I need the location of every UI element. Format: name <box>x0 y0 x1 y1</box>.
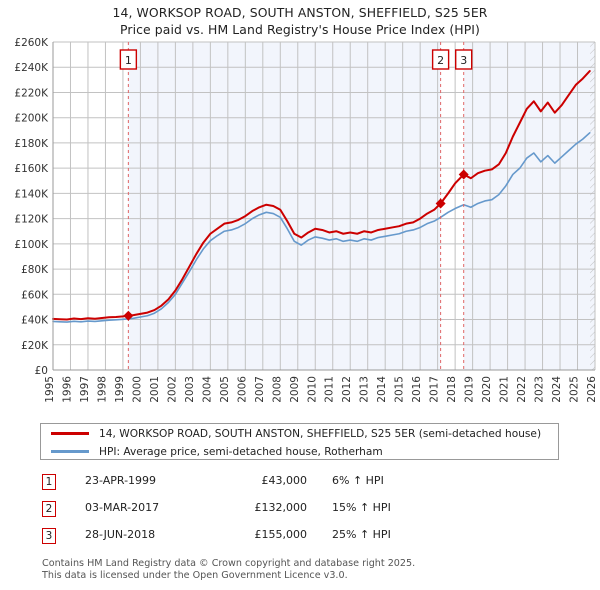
x-axis-labels: 1995 1996 1997 1998 1999 2000 2001 2002 2003 2004… <box>44 376 598 403</box>
x-axis-tick-label: 1998 <box>96 376 108 403</box>
transactions-table: 1 23-APR-1999 £43,000 6% ↑ HPI 2 03-MAR-… <box>42 472 462 553</box>
transaction-marker-diamond <box>458 169 469 180</box>
legend-item-property: 14, WORKSOP ROAD, SOUTH ANSTON, SHEFFIEL… <box>41 425 558 442</box>
y-axis-tick-label: £140K <box>14 188 49 200</box>
annotation-badge-label: 3 <box>460 54 467 67</box>
x-axis-tick-label: 2023 <box>534 376 546 403</box>
y-axis-tick-label: £80K <box>21 264 49 276</box>
x-axis-tick-label: 2010 <box>306 376 318 403</box>
transaction-price: £43,000 <box>261 474 308 487</box>
x-axis-tick-label: 2001 <box>149 376 161 403</box>
x-axis-tick-label: 2022 <box>516 376 528 403</box>
transaction-marker-diamond <box>123 310 134 321</box>
page-title: 14, WORKSOP ROAD, SOUTH ANSTON, SHEFFIEL… <box>0 4 600 38</box>
x-axis-tick-label: 2011 <box>324 376 336 403</box>
annotation-badge-box <box>119 49 138 70</box>
transaction-price: £132,000 <box>254 501 308 514</box>
shaded-span-1 <box>128 42 441 370</box>
legend-label-property: 14, WORKSOP ROAD, SOUTH ANSTON, SHEFFIEL… <box>99 427 542 440</box>
y-axis-tick-label: £40K <box>21 315 49 327</box>
x-axis-tick-label: 2006 <box>236 376 248 403</box>
transaction-index-badge: 1 <box>42 474 56 490</box>
transaction-hpi-delta: 25% ↑ HPI <box>332 528 391 541</box>
x-axis-tick-label: 2018 <box>446 376 458 403</box>
y-axis-tick-label: £180K <box>14 138 49 150</box>
x-axis-tick-label: 1996 <box>61 376 73 403</box>
x-axis-tick-label: 2016 <box>411 376 423 403</box>
y-axis-labels: £0 £20K £40K £60K £80K £100K £120K £140K £160K £1… <box>14 37 49 377</box>
transaction-marker-diamond <box>435 198 446 209</box>
x-axis-tick-label: 2000 <box>131 376 143 403</box>
legend-swatch-property <box>51 432 89 435</box>
annotation-badge-label: 2 <box>437 54 444 67</box>
x-axis-tick-label: 2014 <box>376 376 388 403</box>
x-axis-tick-label: 2005 <box>219 376 231 403</box>
chart-legend: 14, WORKSOP ROAD, SOUTH ANSTON, SHEFFIEL… <box>40 423 559 460</box>
series-line-hpi <box>52 132 591 323</box>
chart-plot: £0 £20K £40K £60K £80K £100K £120K £140K £160K £1… <box>14 37 598 403</box>
table-row: 2 03-MAR-2017 £132,000 15% ↑ HPI <box>42 499 462 526</box>
x-axis-tick-label: 1999 <box>114 376 126 403</box>
footer-attribution: Contains HM Land Registry data © Crown c… <box>42 558 582 581</box>
transaction-index-badge: 2 <box>42 501 56 517</box>
table-row: 3 28-JUN-2018 £155,000 25% ↑ HPI <box>42 526 462 553</box>
x-axis-tick-label: 2025 <box>569 376 581 403</box>
transaction-hpi-delta: 6% ↑ HPI <box>332 474 384 487</box>
x-axis-tick-label: 2020 <box>481 376 493 403</box>
x-axis-tick-label: 2004 <box>201 376 213 403</box>
x-axis-tick-label: 2002 <box>166 376 178 403</box>
x-axis-tick-label: 2007 <box>254 376 266 403</box>
annotation-badge-label: 1 <box>125 54 132 67</box>
y-axis-tick-label: £260K <box>14 37 49 49</box>
y-axis-tick-label: £20K <box>21 340 49 352</box>
x-axis-tick-label: 1995 <box>44 376 56 403</box>
x-axis-tick-label: 2008 <box>271 376 283 403</box>
y-axis-tick-label: £160K <box>14 163 49 175</box>
annotation-badge-box <box>431 49 450 70</box>
ownership-shading <box>128 42 595 370</box>
title-line-2: Price paid vs. HM Land Registry's House … <box>120 22 480 37</box>
footer-line-1: Contains HM Land Registry data © Crown c… <box>42 558 416 569</box>
x-axis-tick-label: 2017 <box>429 376 441 403</box>
x-axis-tick-label: 2021 <box>499 376 511 403</box>
provisional-data-hatch <box>590 42 595 370</box>
series-line-property <box>52 70 591 321</box>
x-axis-tick-label: 2003 <box>184 376 196 403</box>
x-axis-tick-label: 2024 <box>551 376 563 403</box>
annotation-badge-box <box>454 49 473 70</box>
y-axis-tick-label: £200K <box>14 113 49 125</box>
x-axis-tick-label: 2013 <box>359 376 371 403</box>
title-line-1: 14, WORKSOP ROAD, SOUTH ANSTON, SHEFFIEL… <box>112 5 488 20</box>
legend-swatch-hpi <box>51 450 89 453</box>
footer-line-2: This data is licensed under the Open Gov… <box>42 569 348 581</box>
transaction-date: 03-MAR-2017 <box>85 501 160 514</box>
shaded-span-2 <box>463 42 595 370</box>
y-axis-tick-label: £120K <box>14 214 49 226</box>
transaction-hpi-delta: 15% ↑ HPI <box>332 501 391 514</box>
y-axis-tick-label: £0 <box>35 365 48 377</box>
legend-label-hpi: HPI: Average price, semi-detached house,… <box>99 445 383 458</box>
transaction-index-badge: 3 <box>42 528 56 544</box>
y-axis-tick-label: £100K <box>14 239 49 251</box>
x-axis-tick-label: 2009 <box>289 376 301 403</box>
y-axis-tick-label: £240K <box>14 62 49 74</box>
transaction-date: 28-JUN-2018 <box>85 528 156 541</box>
legend-item-hpi: HPI: Average price, semi-detached house,… <box>41 443 558 460</box>
y-axis-tick-label: £220K <box>14 87 49 99</box>
x-axis-tick-label: 1997 <box>79 376 91 403</box>
transaction-price: £155,000 <box>254 528 308 541</box>
table-row: 1 23-APR-1999 £43,000 6% ↑ HPI <box>42 472 462 499</box>
transaction-date: 23-APR-1999 <box>85 474 157 487</box>
x-axis-tick-label: 2019 <box>464 376 476 403</box>
x-axis-tick-label: 2026 <box>586 376 598 403</box>
x-axis-tick-label: 2015 <box>394 376 406 403</box>
x-axis-tick-label: 2012 <box>341 376 353 403</box>
y-axis-tick-label: £60K <box>21 289 49 301</box>
